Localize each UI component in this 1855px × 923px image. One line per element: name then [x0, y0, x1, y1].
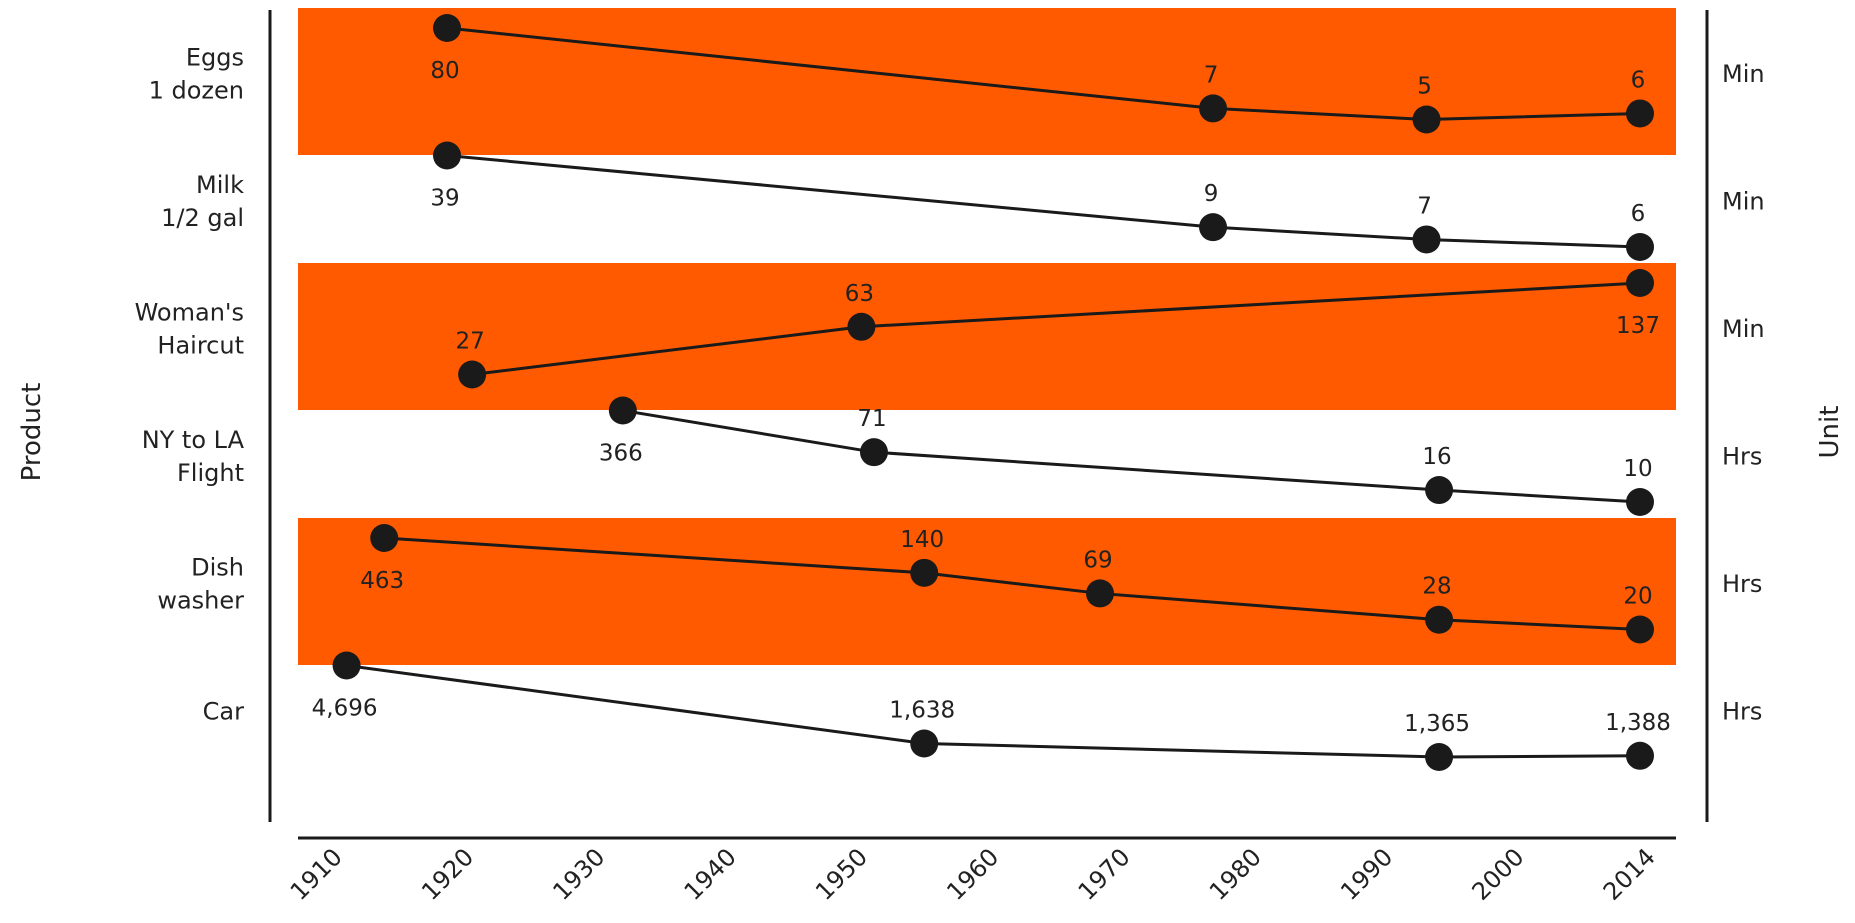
data-point [1412, 225, 1441, 254]
row-bands [298, 8, 1676, 665]
category-label: Woman's [135, 298, 244, 326]
data-point [910, 558, 939, 587]
data-point [458, 360, 487, 389]
data-point [1626, 269, 1654, 297]
chart-frame [268, 10, 1709, 840]
data-point [332, 651, 361, 680]
x-tick-label: 1940 [679, 843, 742, 906]
value-label: 16 [1422, 444, 1451, 470]
data-point [910, 729, 939, 758]
x-tick-label: 1990 [1335, 843, 1398, 906]
data-point [847, 312, 876, 341]
x-tick-label: 1980 [1204, 843, 1267, 906]
row-band [298, 518, 1676, 665]
value-label: 63 [845, 281, 874, 307]
y2-axis-title: Unit [1815, 406, 1845, 459]
value-label: 39 [430, 186, 459, 212]
value-label: 1,638 [889, 697, 955, 723]
data-point [1626, 488, 1654, 516]
value-label: 1,365 [1404, 711, 1470, 737]
x-tick-label: 1950 [810, 843, 873, 906]
row-band [298, 263, 1676, 410]
category-label: Dish [191, 553, 244, 581]
value-labels: 80 7 5 6 39 9 7 6 27 63 137 366 71 16 10 463 140 69 28 20 4,… [312, 58, 1671, 737]
data-point [370, 524, 399, 552]
category-label: Flight [177, 459, 244, 487]
data-point [1199, 213, 1228, 242]
category-label: 1 dozen [149, 76, 244, 104]
category-label: Car [203, 697, 244, 725]
value-label: 140 [900, 527, 944, 553]
x-tick-label: 1960 [941, 843, 1004, 906]
value-label: 9 [1204, 181, 1219, 207]
value-label: 7 [1204, 62, 1219, 88]
data-point [1626, 233, 1654, 261]
unit-label: Hrs [1722, 570, 1762, 598]
value-label: 4,696 [312, 696, 378, 722]
data-point [1425, 743, 1454, 771]
data-point [608, 396, 637, 425]
series-points [332, 14, 1654, 771]
data-point [1412, 105, 1441, 134]
x-tick-label: 1920 [416, 843, 479, 906]
category-label: washer [157, 586, 244, 614]
category-label: Haircut [157, 331, 244, 359]
unit-label: Min [1722, 315, 1765, 343]
data-point [1626, 99, 1654, 128]
category-label: Eggs [186, 43, 244, 71]
unit-label: Hrs [1722, 697, 1762, 725]
value-label: 69 [1083, 547, 1112, 573]
category-label: Milk [196, 171, 244, 199]
value-label: 6 [1631, 201, 1646, 227]
unit-label: Min [1722, 187, 1765, 215]
data-point [1086, 579, 1115, 608]
data-point [1626, 741, 1654, 770]
unit-labels: Min Min Min Hrs Hrs Hrs [1722, 60, 1765, 726]
category-label: NY to LA [142, 426, 245, 454]
data-point [433, 141, 462, 170]
value-label: 5 [1417, 74, 1432, 100]
x-tick-label: 1930 [547, 843, 610, 906]
data-point [1626, 615, 1654, 644]
y-axis-title: Product [17, 383, 47, 482]
value-label: 366 [599, 441, 643, 467]
data-point [1425, 605, 1454, 634]
x-tick-label: 2014 [1598, 843, 1661, 906]
series-line [622, 409, 1641, 504]
value-label: 27 [455, 329, 484, 355]
data-point [859, 438, 888, 467]
unit-label: Min [1722, 60, 1765, 88]
series-line [346, 664, 1641, 759]
value-label: 137 [1616, 313, 1660, 339]
value-label: 80 [430, 58, 459, 84]
value-label: 28 [1422, 574, 1451, 600]
value-label: 463 [360, 568, 404, 594]
data-point [433, 14, 462, 42]
value-label: 71 [857, 406, 886, 432]
data-point [1425, 476, 1454, 505]
value-label: 20 [1623, 584, 1652, 610]
series-line [446, 154, 1641, 249]
category-labels: Eggs 1 dozen Milk 1/2 gal Woman's Haircut NY t… [135, 43, 245, 725]
value-label: 6 [1631, 67, 1646, 93]
value-label: 7 [1417, 193, 1432, 219]
x-tick-label: 2000 [1467, 843, 1530, 906]
x-tick-label: 1970 [1073, 843, 1136, 906]
value-label: 1,388 [1605, 710, 1671, 736]
category-label: 1/2 gal [161, 204, 244, 232]
x-tick-label: 1910 [285, 843, 348, 906]
series-line [446, 26, 1641, 122]
x-tick-labels: 1910 1920 1930 1940 1950 1960 1970 1980 1990 2000… [285, 843, 1661, 906]
data-point [1199, 94, 1228, 123]
row-band [298, 8, 1676, 155]
unit-label: Hrs [1722, 442, 1762, 470]
value-label: 10 [1623, 456, 1652, 482]
